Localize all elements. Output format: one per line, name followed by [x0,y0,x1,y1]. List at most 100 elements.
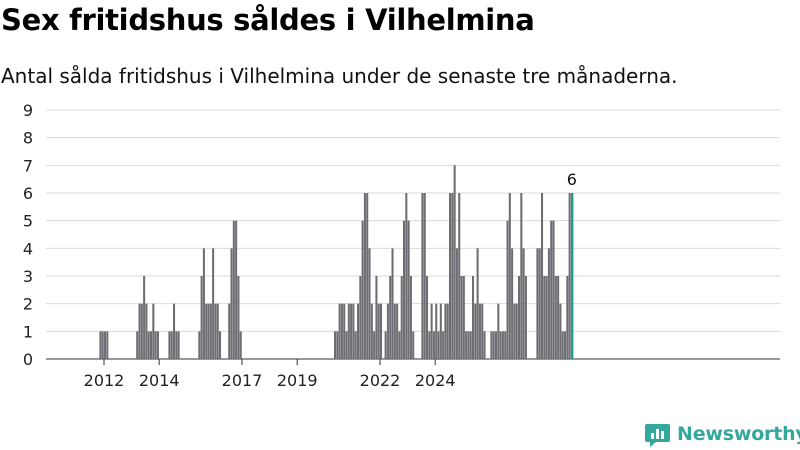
bar [541,193,544,359]
bar-chart: 0 1 2 3 4 5 6 7 8 9 2012 2014 2017 2019 2022 2024 6 [23,101,780,390]
bar [154,331,157,359]
bar [423,193,426,359]
bar [212,248,215,359]
bar [106,331,109,359]
y-tick-label: 5 [23,212,33,231]
x-tick-label: 2012 [84,371,125,390]
bar [143,276,146,359]
y-tick-label: 2 [23,295,33,314]
bar [380,303,383,359]
bar [499,331,502,359]
bar [170,331,173,359]
bar [350,303,353,359]
bar [235,220,238,359]
bar [205,303,208,359]
bar [497,303,500,359]
bar [384,331,387,359]
bar [536,248,539,359]
y-tick-label: 4 [23,239,33,258]
y-tick-label: 7 [23,156,33,175]
bar [136,331,139,359]
bar [465,331,468,359]
bar [345,331,348,359]
bar [511,248,514,359]
bar [543,276,546,359]
bar [561,331,564,359]
y-tick-label: 1 [23,322,33,341]
data-label: 6 [567,170,577,189]
bar [101,331,104,359]
bar [343,303,346,359]
bar [552,220,555,359]
bar [409,276,412,359]
bar [522,248,525,359]
brand-logo[interactable]: Newsworthy [645,420,800,448]
bar [347,303,350,359]
x-tick-label: 2014 [139,371,180,390]
bar [156,331,159,359]
bar [140,303,143,359]
bar [506,220,509,359]
bar [396,303,399,359]
bar [518,276,521,359]
x-tick-label: 2022 [360,371,401,390]
bar [363,193,366,359]
brand-name: Newsworthy [677,423,800,445]
x-tick-label: 2024 [415,371,456,390]
bar [150,331,153,359]
bar [202,248,205,359]
bar [547,248,550,359]
bar [412,331,415,359]
bar [460,276,463,359]
bar [478,303,481,359]
bar [209,303,212,359]
y-tick-label: 0 [23,350,33,369]
bar [228,303,231,359]
bar [472,276,475,359]
bar [145,303,148,359]
bar [568,193,571,359]
bar [352,303,355,359]
chart-title: Sex fritidshus såldes i Vilhelmina [1,3,535,37]
bar [469,331,472,359]
x-tick-label: 2017 [222,371,263,390]
x-tick-label: 2019 [277,371,318,390]
bar [481,303,484,359]
bar [474,303,477,359]
bar [554,276,557,359]
bar [237,276,240,359]
bar [430,303,433,359]
bar [152,303,155,359]
bar [435,303,438,359]
bar [455,248,458,359]
bar [557,276,560,359]
bar [214,303,217,359]
bar [550,220,553,359]
bar [368,248,371,359]
bar [458,193,461,359]
bar [520,193,523,359]
bar [366,193,369,359]
bar [377,303,380,359]
bar [508,193,511,359]
bar [393,303,396,359]
bar [513,303,516,359]
bar [559,303,562,359]
bar [207,303,210,359]
y-tick-label: 9 [23,101,33,120]
highlighted-bar [570,193,574,359]
bar [200,276,203,359]
bar [375,276,378,359]
bar [336,331,339,359]
bar [361,220,364,359]
bar [99,331,102,359]
bar [432,331,435,359]
bar [449,193,452,359]
bar [405,193,408,359]
bar [444,303,447,359]
y-tick-label: 3 [23,267,33,286]
bar [439,303,442,359]
bar [495,331,498,359]
bar [400,276,403,359]
y-tick-label: 6 [23,184,33,203]
